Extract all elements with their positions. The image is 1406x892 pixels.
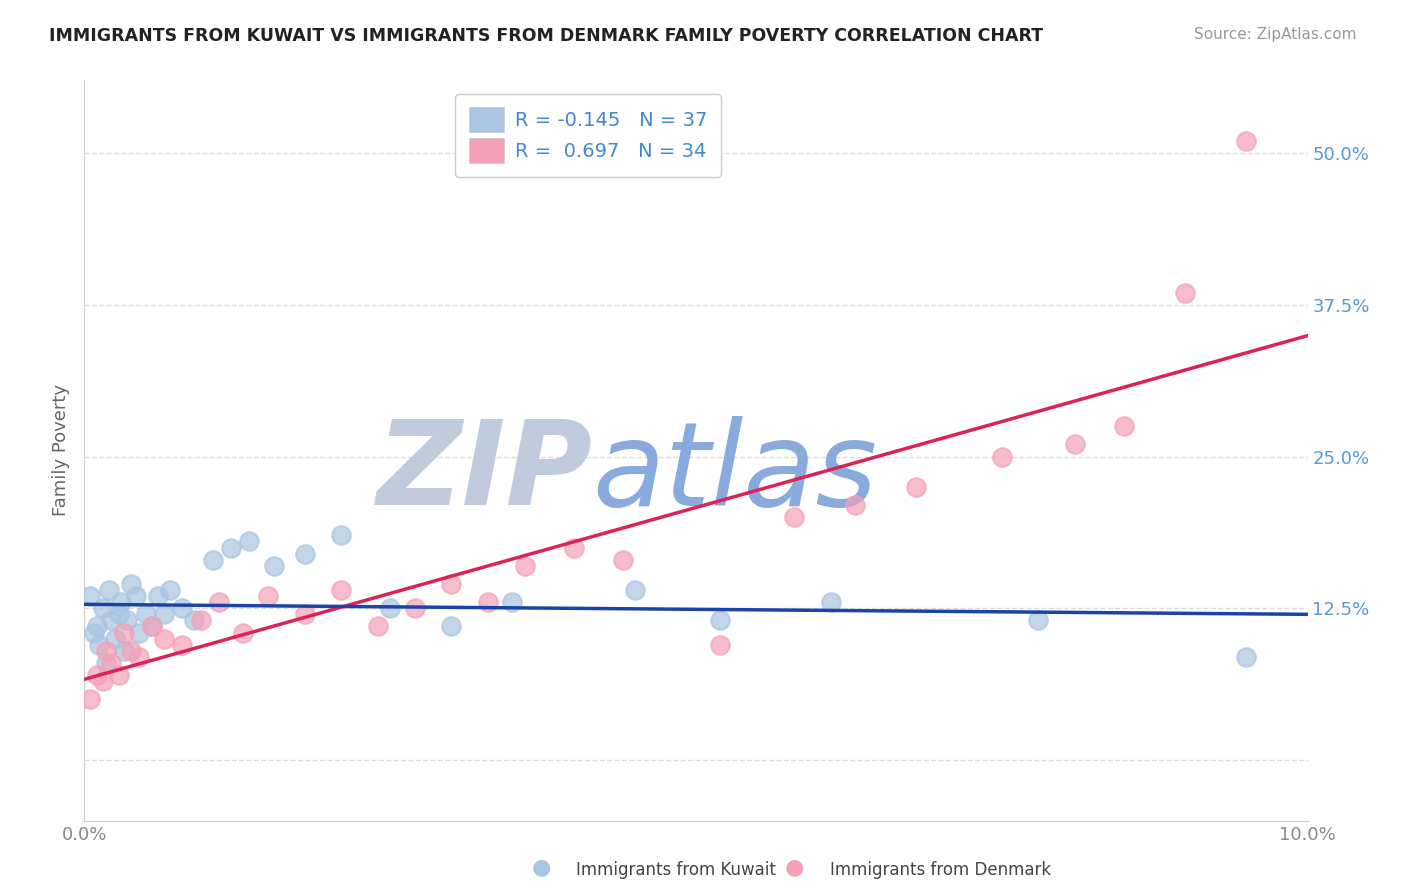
Point [1114, 419, 1136, 434]
Text: Source: ZipAtlas.com: Source: ZipAtlas.com [1194, 27, 1357, 42]
Text: Immigrants from Denmark: Immigrants from Denmark [830, 861, 1050, 879]
Point [709, 613, 731, 627]
Point [502, 595, 524, 609]
Point [87, 638, 110, 652]
Point [208, 595, 231, 609]
Point [783, 510, 806, 524]
Point [330, 582, 353, 597]
Point [104, 632, 127, 646]
Text: atlas: atlas [592, 416, 877, 530]
Point [96, 656, 118, 670]
Point [107, 607, 129, 622]
Point [141, 619, 163, 633]
Point [120, 577, 142, 591]
Point [905, 480, 928, 494]
Point [120, 644, 142, 658]
Point [219, 541, 242, 555]
Point [624, 582, 647, 597]
Point [146, 589, 169, 603]
Point [232, 625, 254, 640]
Point [612, 552, 634, 566]
Point [1174, 285, 1197, 300]
Point [125, 589, 148, 603]
Point [141, 619, 163, 633]
Point [97, 582, 120, 597]
Point [844, 498, 866, 512]
Point [820, 595, 842, 609]
Point [404, 601, 426, 615]
Point [128, 625, 150, 640]
Point [367, 619, 389, 633]
Point [112, 644, 135, 658]
Point [257, 589, 280, 603]
Point [477, 595, 499, 609]
Point [79, 692, 101, 706]
Point [107, 668, 129, 682]
Point [135, 607, 157, 622]
Point [112, 625, 135, 640]
Point [190, 613, 212, 627]
Point [562, 541, 585, 555]
Point [100, 656, 122, 670]
Point [159, 582, 181, 597]
Point [83, 625, 105, 640]
Point [330, 528, 353, 542]
Point [153, 607, 176, 622]
Point [1064, 437, 1087, 451]
Text: IMMIGRANTS FROM KUWAIT VS IMMIGRANTS FROM DENMARK FAMILY POVERTY CORRELATION CHA: IMMIGRANTS FROM KUWAIT VS IMMIGRANTS FRO… [49, 27, 1043, 45]
Point [172, 601, 194, 615]
Point [380, 601, 402, 615]
Point [440, 619, 463, 633]
Point [79, 589, 101, 603]
Point [1028, 613, 1050, 627]
Point [991, 450, 1014, 464]
Point [91, 674, 114, 689]
Point [86, 668, 108, 682]
Point [709, 638, 731, 652]
Point [153, 632, 176, 646]
Point [183, 613, 205, 627]
Point [96, 644, 118, 658]
Point [110, 595, 132, 609]
Point [91, 601, 114, 615]
Point [263, 558, 285, 573]
Point [1236, 134, 1258, 148]
Point [128, 649, 150, 664]
Point [1236, 649, 1258, 664]
Point [294, 607, 316, 622]
Text: ●: ● [785, 857, 804, 877]
Point [100, 613, 122, 627]
Y-axis label: Family Poverty: Family Poverty [52, 384, 70, 516]
Legend: R = -0.145   N = 37, R =  0.697   N = 34: R = -0.145 N = 37, R = 0.697 N = 34 [456, 94, 721, 177]
Text: ●: ● [531, 857, 551, 877]
Text: ZIP: ZIP [375, 415, 592, 530]
Point [201, 552, 224, 566]
Point [238, 534, 260, 549]
Point [172, 638, 194, 652]
Text: Immigrants from Kuwait: Immigrants from Kuwait [576, 861, 776, 879]
Point [115, 613, 138, 627]
Point [86, 619, 108, 633]
Point [440, 577, 463, 591]
Point [294, 547, 316, 561]
Point [513, 558, 536, 573]
